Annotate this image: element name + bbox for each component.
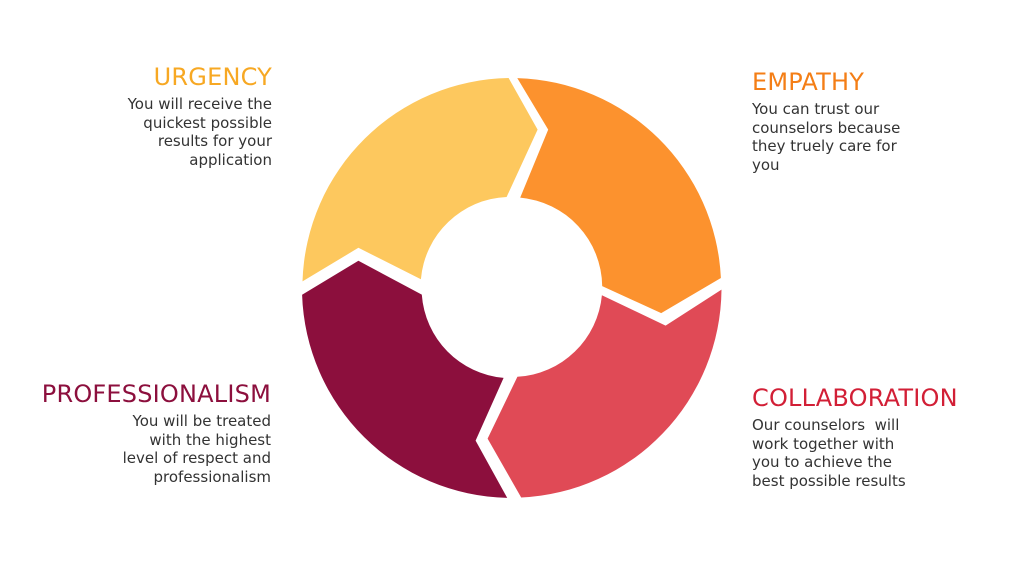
collaboration-arrow-segment bbox=[487, 289, 722, 498]
urgency-desc-line: application bbox=[189, 150, 272, 169]
collaboration-title: COLLABORATION bbox=[752, 384, 958, 412]
urgency-title: URGENCY bbox=[153, 63, 272, 91]
empathy-desc-line: counselors because bbox=[752, 118, 901, 137]
professionalism-desc-line: with the highest bbox=[149, 430, 271, 449]
urgency-description: You will receive the quickest possible r… bbox=[128, 95, 272, 169]
collaboration-desc-line: work together with bbox=[752, 434, 895, 453]
professionalism-title: PROFESSIONALISM bbox=[41, 380, 271, 408]
empathy-desc-line: they truely care for bbox=[752, 137, 897, 155]
empathy-description: You can trust our counselors because the… bbox=[752, 100, 900, 174]
professionalism-arrow-segment bbox=[302, 260, 508, 498]
empathy-desc-line: you bbox=[752, 155, 780, 174]
collaboration-description: Our counselors will work together with y… bbox=[752, 416, 958, 490]
urgency-block: URGENCY You will receive the quickest po… bbox=[128, 63, 272, 169]
empathy-arrow-segment bbox=[517, 78, 721, 314]
professionalism-block: PROFESSIONALISM You will be treated with… bbox=[42, 380, 271, 486]
urgency-desc-line: quickest possible bbox=[143, 113, 272, 132]
empathy-title: EMPATHY bbox=[752, 68, 865, 96]
professionalism-desc-line: You will be treated bbox=[132, 412, 271, 430]
urgency-arrow-segment bbox=[302, 78, 538, 282]
collaboration-block: COLLABORATION Our counselors will work t… bbox=[752, 384, 958, 490]
professionalism-desc-line: level of respect and bbox=[122, 449, 271, 467]
urgency-desc-line: results for your bbox=[157, 132, 272, 150]
collaboration-desc-line: you to achieve the bbox=[752, 453, 892, 471]
collaboration-desc-line: Our counselors will bbox=[752, 416, 900, 434]
empathy-block: EMPATHY You can trust our counselors bec… bbox=[752, 68, 900, 174]
empathy-desc-line: You can trust our bbox=[752, 100, 880, 118]
collaboration-desc-line: best possible results bbox=[752, 471, 906, 490]
professionalism-desc-line: professionalism bbox=[153, 467, 271, 486]
urgency-desc-line: You will receive the bbox=[127, 95, 272, 113]
professionalism-description: You will be treated with the highest lev… bbox=[42, 412, 271, 486]
